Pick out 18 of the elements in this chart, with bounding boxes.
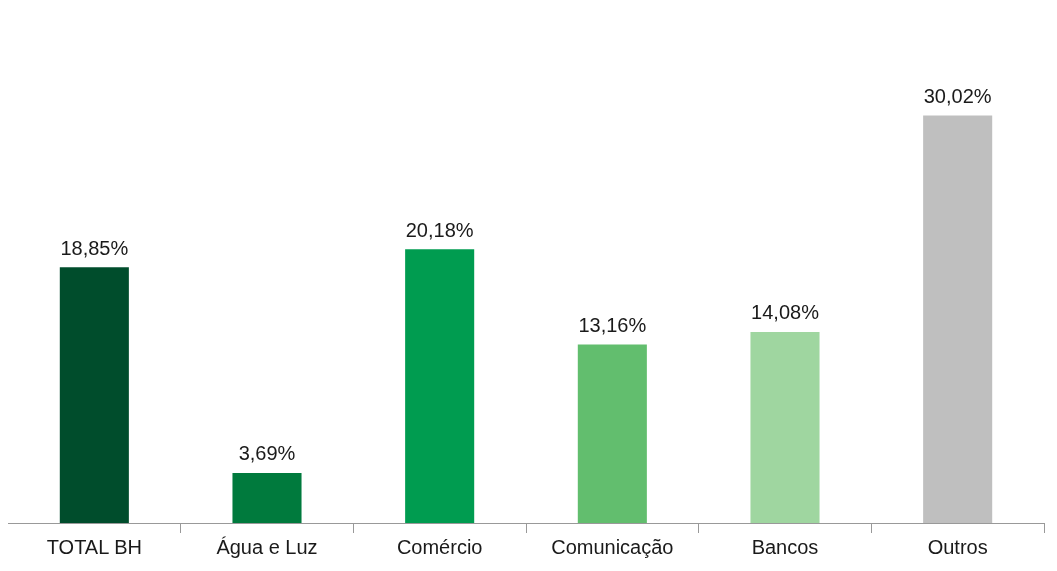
bar [923, 115, 993, 523]
bar [750, 331, 820, 523]
data-label: 20,18% [405, 218, 474, 241]
x-tick-label: Comércio [396, 535, 483, 558]
data-label: 18,85% [60, 236, 129, 259]
bar [232, 472, 302, 523]
x-tick-label: Outros [927, 535, 988, 558]
data-label: 3,69% [238, 442, 296, 465]
data-label: 30,02% [923, 85, 992, 108]
x-tick-label: TOTAL BH [46, 535, 142, 558]
x-tick-label: Comunicação [551, 535, 674, 558]
data-label: 14,08% [751, 301, 820, 324]
x-tick-label: Bancos [751, 535, 819, 558]
bar [405, 249, 475, 523]
bar [59, 267, 129, 523]
data-label: 13,16% [578, 313, 647, 336]
x-tick-label: Água e Luz [216, 535, 318, 558]
bar [577, 344, 647, 523]
